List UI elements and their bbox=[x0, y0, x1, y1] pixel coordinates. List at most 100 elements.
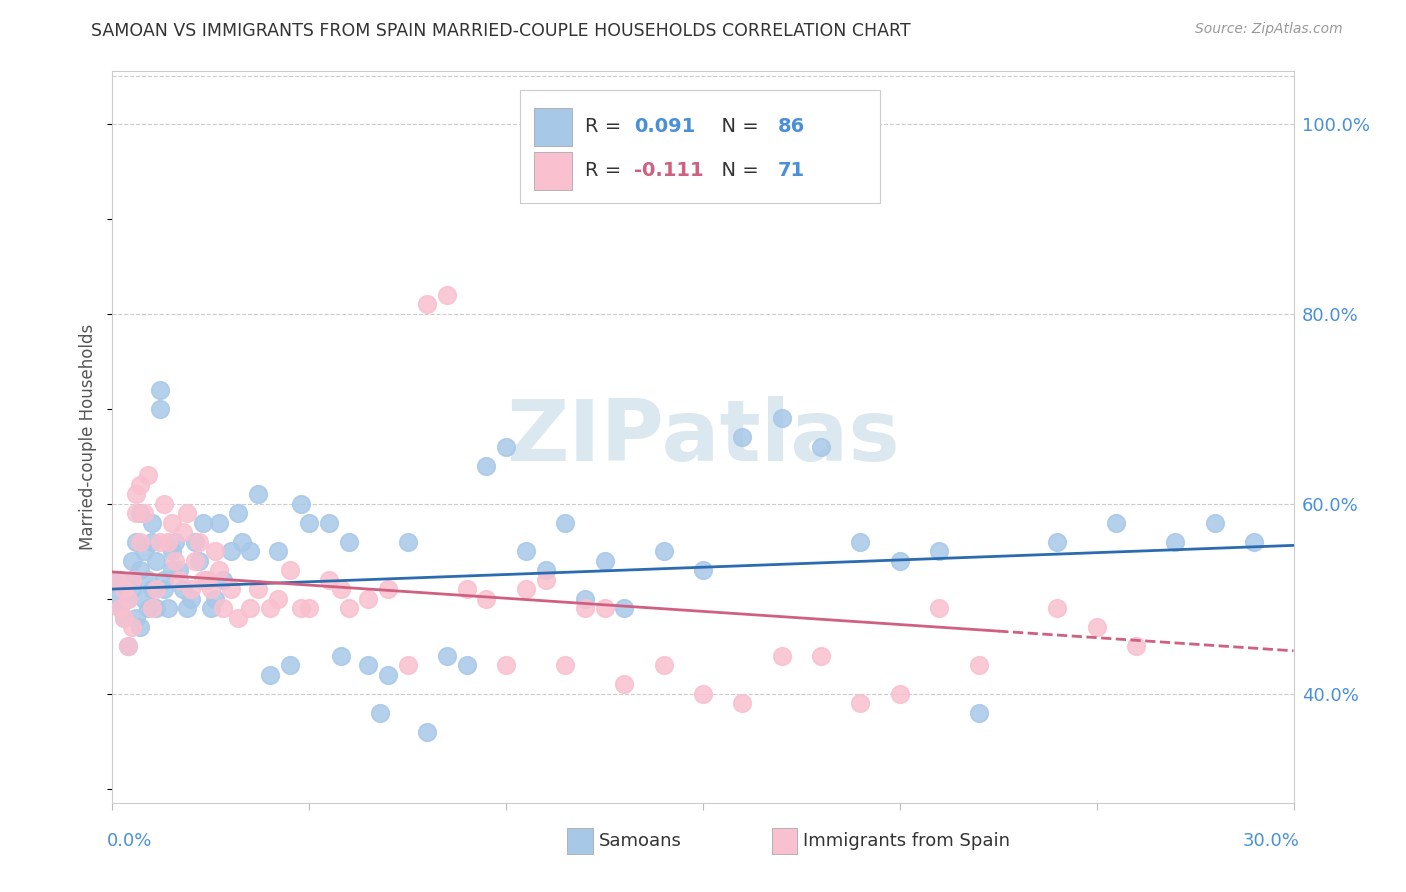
Point bbox=[136, 468, 159, 483]
Point bbox=[228, 610, 250, 624]
Point bbox=[141, 516, 163, 530]
Point bbox=[160, 563, 183, 577]
Point bbox=[195, 573, 218, 587]
Point bbox=[259, 601, 281, 615]
Point bbox=[1046, 534, 1069, 549]
Text: R =: R = bbox=[585, 161, 627, 180]
Point bbox=[121, 582, 143, 596]
Point bbox=[129, 620, 152, 634]
Point bbox=[219, 544, 242, 558]
Point bbox=[125, 487, 148, 501]
Point bbox=[129, 563, 152, 577]
Point bbox=[613, 601, 636, 615]
Point bbox=[652, 544, 675, 558]
Point bbox=[129, 534, 152, 549]
Point bbox=[534, 573, 557, 587]
Point bbox=[436, 287, 458, 301]
Point bbox=[141, 534, 163, 549]
Point bbox=[278, 563, 301, 577]
Text: Immigrants from Spain: Immigrants from Spain bbox=[803, 832, 1011, 850]
Point bbox=[396, 658, 419, 673]
Y-axis label: Married-couple Households: Married-couple Households bbox=[79, 324, 97, 550]
Point bbox=[145, 601, 167, 615]
Point bbox=[132, 544, 155, 558]
Point bbox=[329, 648, 352, 663]
Point bbox=[141, 582, 163, 596]
Point bbox=[125, 534, 148, 549]
Text: Samoans: Samoans bbox=[599, 832, 682, 850]
Point bbox=[228, 506, 250, 520]
Point bbox=[849, 696, 872, 710]
Point bbox=[136, 601, 159, 615]
Point bbox=[184, 534, 207, 549]
Point bbox=[176, 601, 198, 615]
Point bbox=[495, 440, 517, 454]
Text: R =: R = bbox=[585, 118, 627, 136]
Point bbox=[149, 383, 172, 397]
Point bbox=[534, 563, 557, 577]
Point bbox=[267, 591, 290, 606]
FancyBboxPatch shape bbox=[567, 829, 593, 854]
Point bbox=[180, 582, 202, 596]
Text: 71: 71 bbox=[778, 161, 804, 180]
Point bbox=[191, 573, 214, 587]
Point bbox=[1164, 534, 1187, 549]
Point bbox=[1204, 516, 1226, 530]
Point bbox=[117, 591, 139, 606]
Point bbox=[188, 534, 211, 549]
Point bbox=[156, 534, 179, 549]
Point bbox=[318, 573, 340, 587]
Point bbox=[692, 687, 714, 701]
Point bbox=[967, 706, 990, 720]
Point bbox=[770, 648, 793, 663]
Point bbox=[652, 658, 675, 673]
Point bbox=[357, 658, 380, 673]
Point bbox=[1085, 620, 1108, 634]
Point bbox=[152, 573, 174, 587]
Point bbox=[145, 582, 167, 596]
Point bbox=[593, 553, 616, 567]
Point bbox=[849, 534, 872, 549]
Point bbox=[204, 591, 226, 606]
Point bbox=[160, 544, 183, 558]
Text: -0.111: -0.111 bbox=[634, 161, 704, 180]
Point bbox=[368, 706, 391, 720]
Point bbox=[231, 534, 253, 549]
Point bbox=[692, 563, 714, 577]
Point bbox=[731, 696, 754, 710]
Point bbox=[396, 534, 419, 549]
Point bbox=[889, 553, 911, 567]
Point bbox=[160, 516, 183, 530]
Point bbox=[554, 658, 576, 673]
Point bbox=[247, 582, 270, 596]
Text: 30.0%: 30.0% bbox=[1243, 832, 1299, 850]
Point bbox=[121, 573, 143, 587]
Point bbox=[475, 591, 498, 606]
Point bbox=[239, 544, 262, 558]
Point bbox=[110, 573, 132, 587]
Point bbox=[204, 544, 226, 558]
Point bbox=[112, 610, 135, 624]
Point bbox=[105, 591, 128, 606]
Point bbox=[121, 553, 143, 567]
Point bbox=[574, 591, 596, 606]
Point bbox=[117, 639, 139, 653]
Text: Source: ZipAtlas.com: Source: ZipAtlas.com bbox=[1195, 22, 1343, 37]
Point bbox=[141, 601, 163, 615]
Point bbox=[136, 573, 159, 587]
Point bbox=[475, 458, 498, 473]
Point bbox=[211, 601, 233, 615]
Text: ZIPatlas: ZIPatlas bbox=[506, 395, 900, 479]
Point bbox=[593, 601, 616, 615]
Point bbox=[125, 610, 148, 624]
Text: 0.0%: 0.0% bbox=[107, 832, 152, 850]
Point bbox=[172, 524, 194, 539]
Point bbox=[928, 544, 950, 558]
Point bbox=[1105, 516, 1128, 530]
Point bbox=[117, 591, 139, 606]
Point bbox=[377, 667, 399, 681]
FancyBboxPatch shape bbox=[772, 829, 797, 854]
Text: N =: N = bbox=[709, 118, 765, 136]
FancyBboxPatch shape bbox=[520, 90, 880, 203]
Point bbox=[889, 687, 911, 701]
